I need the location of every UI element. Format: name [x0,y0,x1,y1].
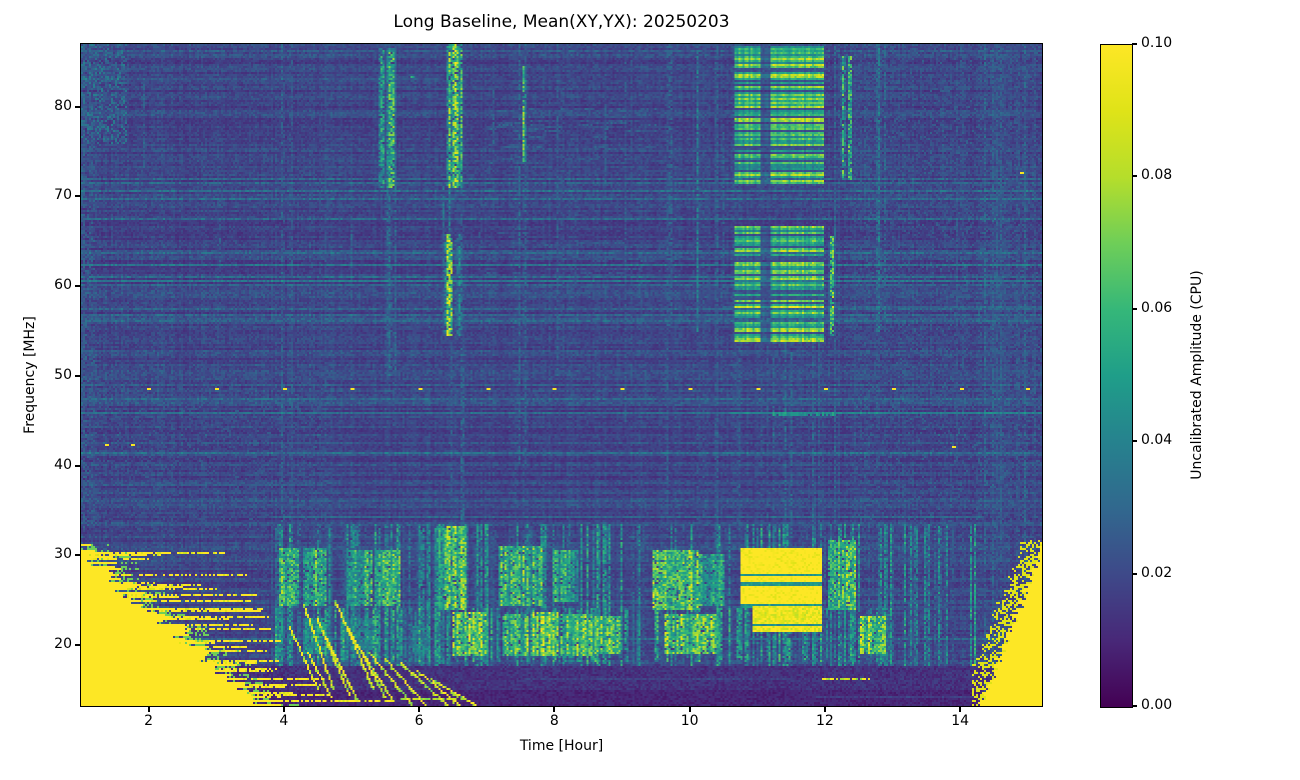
spectrogram-heatmap [81,44,1042,706]
colorbar-tick-label: 0.02 [1141,564,1173,581]
x-tick-label: 8 [549,713,559,729]
colorbar-label: Uncalibrated Amplitude (CPU) [1189,270,1205,480]
x-tick-mark [553,707,556,712]
x-tick-mark [823,707,826,712]
x-tick-mark [959,707,962,712]
chart-title: Long Baseline, Mean(XY,YX): 20250203 [393,12,730,32]
y-tick-mark [75,105,80,108]
colorbar-tick-label: 0.06 [1141,299,1173,316]
x-tick-label: 14 [951,713,970,729]
colorbar [1100,44,1133,708]
x-tick-label: 4 [279,713,289,729]
y-tick-mark [75,464,80,467]
colorbar-tick-label: 0.04 [1141,432,1173,449]
y-tick-label: 20 [54,636,72,652]
x-tick-mark [418,707,421,712]
x-tick-mark [688,707,691,712]
y-tick-mark [75,285,80,288]
y-tick-label: 30 [54,546,72,563]
colorbar-tick-mark [1132,572,1137,575]
x-axis-label: Time [Hour] [519,738,604,754]
x-tick-label: 12 [815,713,834,729]
y-tick-label: 50 [54,366,72,383]
colorbar-tick-mark [1132,440,1137,443]
x-tick-label: 10 [680,713,699,729]
plot-frame [80,43,1043,707]
colorbar-tick-mark [1132,175,1137,178]
y-tick-mark [75,554,80,557]
y-tick-label: 40 [54,456,72,473]
x-tick-label: 2 [144,713,154,729]
y-tick-label: 60 [54,277,72,294]
x-tick-mark [282,707,285,712]
y-tick-label: 70 [54,187,72,204]
colorbar-tick-mark [1132,43,1137,45]
colorbar-tick-mark [1132,705,1137,707]
x-tick-mark [147,707,150,712]
y-tick-mark [75,374,80,377]
colorbar-tick-mark [1132,307,1137,310]
colorbar-tick-label: 0.10 [1141,35,1173,51]
y-tick-mark [75,644,80,646]
y-tick-mark [75,195,80,198]
colorbar-tick-label: 0.00 [1141,697,1173,713]
x-tick-label: 6 [414,713,424,729]
y-tick-label: 80 [54,97,72,114]
y-axis-label: Frequency [MHz] [22,316,38,434]
colorbar-tick-label: 0.08 [1141,167,1173,184]
